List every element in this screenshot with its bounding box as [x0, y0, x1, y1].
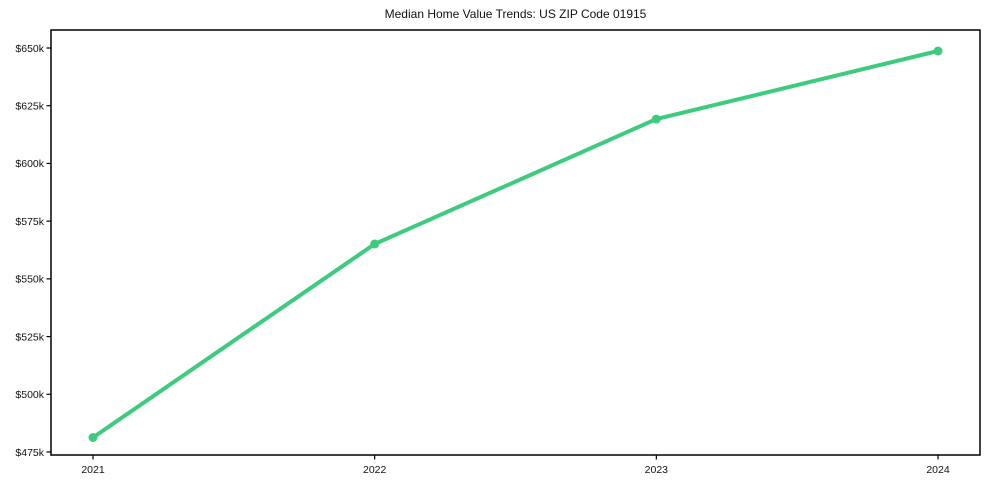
y-tick-label: $650k [15, 43, 44, 55]
data-point-marker [88, 433, 98, 442]
x-tick-label: 2023 [645, 464, 669, 476]
data-point-marker [651, 114, 661, 124]
y-tick-label: $525k [15, 331, 44, 343]
data-point-marker [933, 46, 943, 56]
chart-title: Median Home Value Trends: US ZIP Code 01… [384, 7, 647, 21]
x-tick-label: 2024 [926, 464, 950, 476]
x-tick-label: 2021 [81, 464, 105, 476]
data-point-marker [370, 239, 380, 249]
y-tick-label: $550k [15, 274, 44, 286]
y-tick-label: $475k [15, 447, 44, 459]
x-tick-label: 2022 [363, 464, 387, 476]
plot-border [50, 29, 981, 456]
y-tick-label: $600k [15, 158, 44, 170]
series-line [91, 49, 940, 440]
y-tick-label: $575k [15, 216, 44, 228]
y-tick-label: $500k [15, 389, 44, 401]
y-tick-label: $625k [15, 101, 44, 113]
